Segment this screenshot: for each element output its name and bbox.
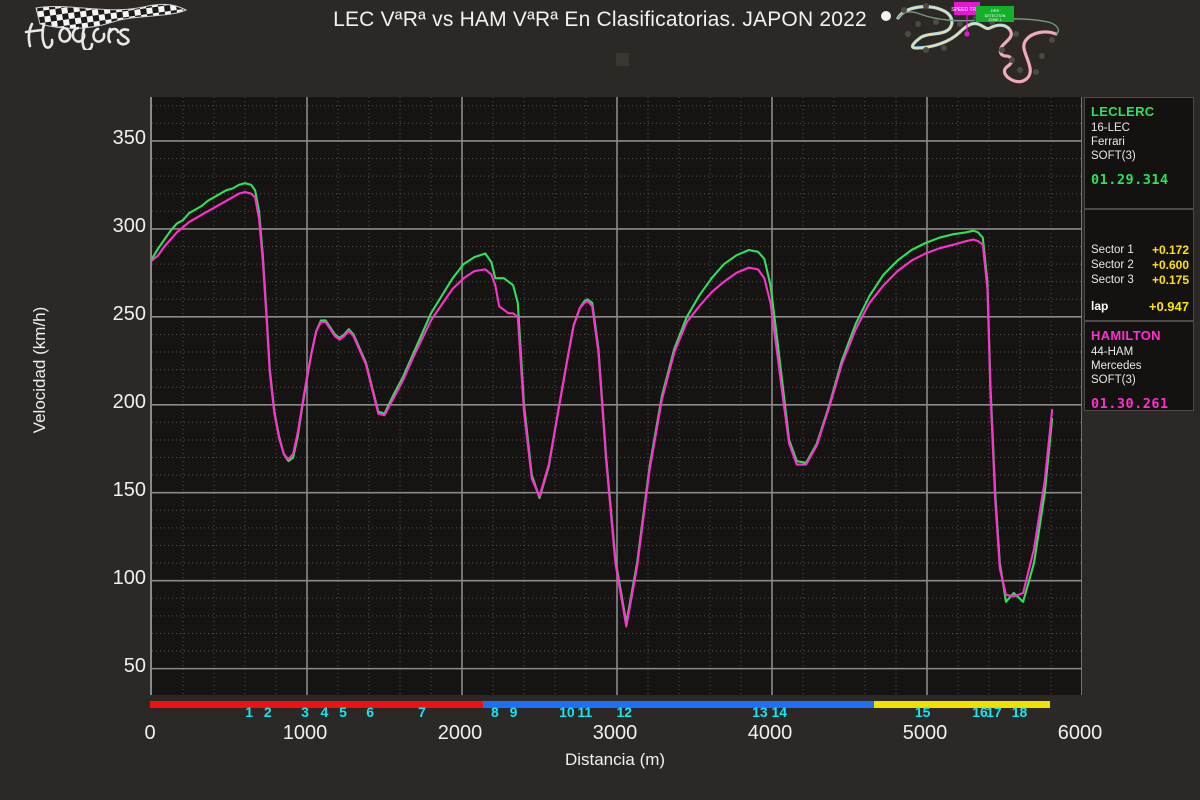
svg-text:DETECTION: DETECTION xyxy=(985,14,1006,18)
sector-segment-sector-3 xyxy=(873,701,1051,708)
sector-segment-sector-2 xyxy=(483,701,874,708)
sector-delta-value-3: +0.175 xyxy=(1151,273,1189,287)
corner-number-6: 6 xyxy=(366,704,374,720)
x-tick-2000: 2000 xyxy=(437,722,483,744)
x-axis: 0 1000 2000 3000 4000 5000 6000 xyxy=(0,722,1200,752)
corner-number-7: 7 xyxy=(418,704,426,720)
speed-trap-label: SPEED TRAP xyxy=(951,7,983,13)
hamilton-name: HAMILTON xyxy=(1091,328,1161,343)
y-tick-350: 350 xyxy=(112,126,146,149)
x-tick-5000: 5000 xyxy=(902,722,948,744)
driver-info-panel: LECLERC 16-LEC Ferrari SOFT(3) 01.29.314… xyxy=(1084,97,1194,412)
sector-delta-value-2: +0.600 xyxy=(1151,258,1189,272)
leclerc-tyre: SOFT(3) xyxy=(1091,150,1136,162)
y-tick-100: 100 xyxy=(112,566,146,589)
checkered-flag-logo xyxy=(18,2,198,52)
corner-number-9: 9 xyxy=(509,704,518,720)
corner-number-row: 1 2 3 4 5 6 7 8 9 10 11 12 13 14 15 16 17 18 xyxy=(0,704,1200,726)
y-axis-title: Velocidad (km/h) xyxy=(30,306,49,434)
x-tick-0: 0 xyxy=(144,722,156,744)
hamilton-tyre: SOFT(3) xyxy=(1091,374,1136,386)
sector-delta-row: Sector 3 +0.175 xyxy=(1091,273,1189,288)
center-marker xyxy=(616,53,629,66)
corner-number-17: 17 xyxy=(986,704,1002,720)
corner-number-4: 4 xyxy=(320,704,329,720)
lap-delta-value: +0.947 xyxy=(1148,299,1189,314)
corner-number-16: 16 xyxy=(972,704,988,720)
hamilton-lap-time: 01.30.261 xyxy=(1091,396,1169,412)
corner-number-1: 1 xyxy=(245,704,254,720)
suzuka-track-map: SPEED TRAP DRS DETECTION ZONE 1 xyxy=(880,0,1070,90)
speed-trace-svg xyxy=(152,97,1082,695)
leclerc-name: LECLERC xyxy=(1091,104,1155,119)
delta-card: Sector 1 +0.172 Sector 2 +0.600 Sector 3 +0.1… xyxy=(1084,209,1194,321)
sector-delta-value-1: +0.172 xyxy=(1151,243,1189,257)
corner-number-18: 18 xyxy=(1011,704,1028,720)
x-axis-title: Distancia (m) xyxy=(564,750,666,769)
leclerc-info-card[interactable]: LECLERC 16-LEC Ferrari SOFT(3) 01.29.314 xyxy=(1084,97,1194,209)
sector-delta-label-1: Sector 1 xyxy=(1091,244,1134,256)
header: LEC VªRª vs HAM VªRª En Clasificatorias.… xyxy=(0,0,1200,90)
hamilton-number-code: 44-HAM xyxy=(1091,346,1134,358)
hamilton-info-card[interactable]: HAMILTON 44-HAM Mercedes SOFT(3) 01.30.2… xyxy=(1084,321,1194,412)
x-tick-4000: 4000 xyxy=(747,722,793,744)
svg-text:ZONE 1: ZONE 1 xyxy=(989,18,1002,22)
y-axis: 50 100 150 200 250 300 350 xyxy=(50,0,146,800)
drs-zone-label: DRS xyxy=(991,8,1000,13)
leclerc-number-code: 16-LEC xyxy=(1091,122,1130,134)
corner-number-10: 10 xyxy=(559,704,575,720)
hamilton-team: Mercedes xyxy=(1091,360,1142,372)
y-tick-50: 50 xyxy=(123,654,146,677)
sector-delta-label-3: Sector 3 xyxy=(1091,274,1134,286)
x-tick-6000: 6000 xyxy=(1057,722,1103,744)
leclerc-lap-time: 01.29.314 xyxy=(1091,172,1169,188)
corner-number-2: 2 xyxy=(263,704,272,720)
corner-number-11: 11 xyxy=(577,704,593,720)
lap-delta-label: lap xyxy=(1091,299,1109,313)
corner-number-3: 3 xyxy=(301,704,309,720)
x-tick-3000: 3000 xyxy=(592,722,638,744)
corner-number-5: 5 xyxy=(339,704,347,720)
y-tick-300: 300 xyxy=(112,214,146,237)
corner-number-8: 8 xyxy=(490,704,499,720)
corner-number-14: 14 xyxy=(771,704,788,720)
page-title: LEC VªRª vs HAM VªRª En Clasificatorias.… xyxy=(333,8,867,31)
sector-segment-sector-1 xyxy=(150,701,484,708)
plot-area xyxy=(150,97,1082,695)
corner-number-12: 12 xyxy=(616,704,633,720)
sector-delta-row: Sector 2 +0.600 xyxy=(1091,258,1189,273)
sector-delta-list: Sector 1 +0.172 Sector 2 +0.600 Sector 3 +0.1… xyxy=(1091,243,1189,288)
y-tick-150: 150 xyxy=(112,478,146,501)
leclerc-team: Ferrari xyxy=(1091,136,1125,148)
y-tick-250: 250 xyxy=(112,302,146,325)
corner-number-13: 13 xyxy=(752,704,768,720)
series-line-hamilton xyxy=(152,190,1054,628)
grid-major xyxy=(152,97,1082,695)
y-tick-200: 200 xyxy=(112,390,146,413)
sector-bar xyxy=(150,701,1080,708)
corner-number-15: 15 xyxy=(914,704,931,720)
sector-delta-label-2: Sector 2 xyxy=(1091,259,1134,271)
sector-delta-row: Sector 1 +0.172 xyxy=(1091,243,1189,258)
lap-delta-row: lap +0.947 xyxy=(1091,299,1189,314)
x-tick-1000: 1000 xyxy=(282,722,328,744)
